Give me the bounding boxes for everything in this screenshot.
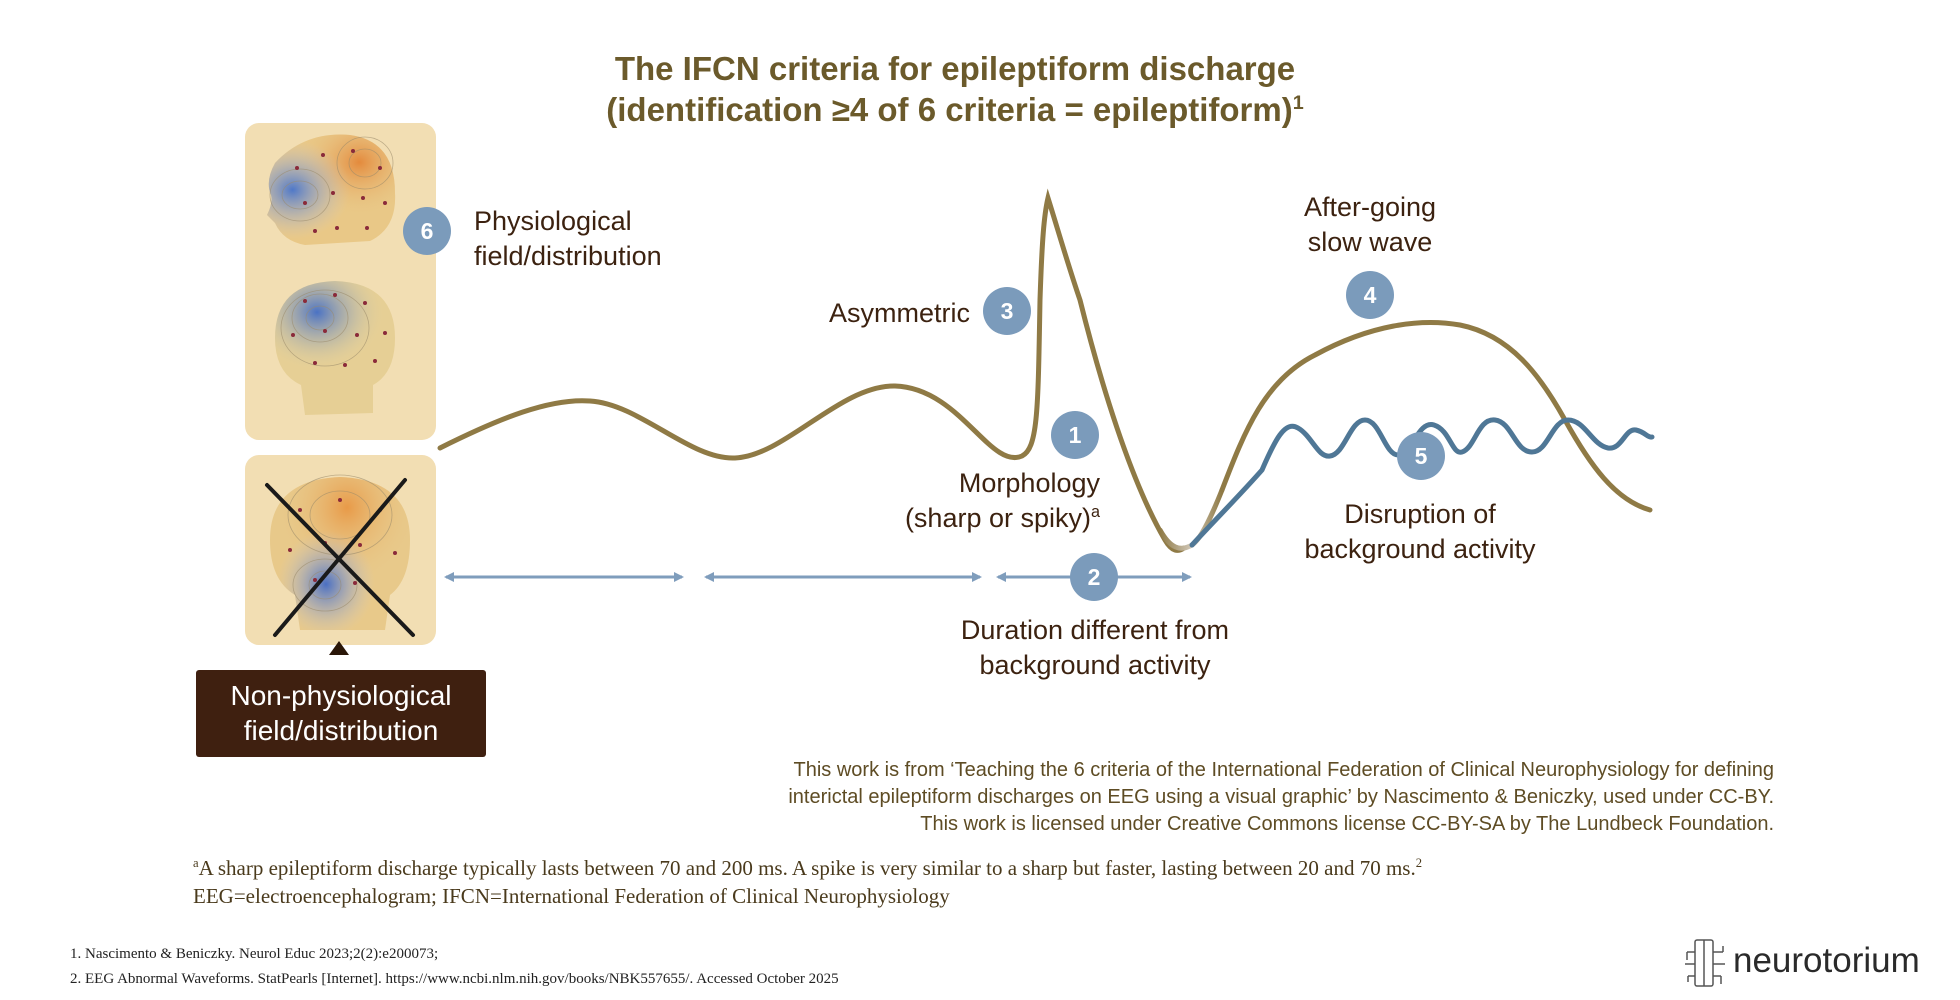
non-physiological-box: Non-physiological field/distribution xyxy=(196,670,486,757)
criterion-5-label: Disruption of background activity xyxy=(1270,497,1570,567)
credit-line-3: This work is licensed under Creative Com… xyxy=(920,813,1774,835)
non-physiological-line-2: field/distribution xyxy=(243,715,439,746)
slow-wave-gold xyxy=(1219,320,1653,513)
reference-2: 2. EEG Abnormal Waveforms. StatPearls [I… xyxy=(70,971,839,987)
physiological-heads-card xyxy=(245,123,436,440)
title-line-1: The IFCN criteria for epileptiform disch… xyxy=(614,50,1296,87)
title-line-2-text: (identification ≥4 of 6 criteria = epile… xyxy=(606,91,1293,128)
neurotorium-logo-icon xyxy=(1683,938,1727,988)
criterion-1-line-2: (sharp or spiky)a xyxy=(840,501,1100,536)
criterion-5-line-1: Disruption of xyxy=(1344,499,1496,529)
non-physiological-head-illustration xyxy=(265,474,415,637)
disrupted-background-wave-blue xyxy=(1189,417,1655,548)
criterion-6-badge: 6 xyxy=(403,207,451,255)
footnote-a: aA sharp epileptiform discharge typicall… xyxy=(193,854,1693,882)
criterion-4-line-2: slow wave xyxy=(1307,227,1433,257)
criterion-1-label: Morphology (sharp or spiky)a xyxy=(840,466,1100,536)
title-line-2: (identification ≥4 of 6 criteria = epile… xyxy=(0,89,1910,130)
criterion-1-superscript: a xyxy=(1090,503,1100,521)
criterion-1-badge: 1 xyxy=(1051,411,1099,459)
criterion-4-badge: 4 xyxy=(1346,271,1394,319)
criterion-2-line-2: background activity xyxy=(979,650,1211,680)
criterion-3-badge: 3 xyxy=(983,287,1031,335)
credit-text: This work is from ‘Teaching the 6 criter… xyxy=(560,757,1774,838)
head-side-view xyxy=(267,134,396,245)
head-back-view xyxy=(275,281,395,415)
criterion-6-line-1: Physiological xyxy=(474,206,632,236)
criterion-2-label: Duration different from background activ… xyxy=(930,613,1260,683)
criterion-5-badge: 5 xyxy=(1397,432,1445,480)
footnote-abbreviations: EEG=electroencephalogram; IFCN=Internati… xyxy=(193,884,950,908)
criterion-3-label: Asymmetric xyxy=(829,298,970,328)
references: 1. Nascimento & Beniczky. Neurol Educ 20… xyxy=(70,942,1270,992)
cross-out-icon xyxy=(265,478,415,637)
criterion-6-line-2: field/distribution xyxy=(474,241,662,271)
neurotorium-logo-text: neurotorium xyxy=(1733,941,1920,980)
credit-line-1: This work is from ‘Teaching the 6 criter… xyxy=(793,759,1775,781)
criterion-2-badge: 2 xyxy=(1070,553,1118,601)
criterion-1-line-2-text: (sharp or spiky) xyxy=(904,503,1091,533)
footnote-a-ref: 2 xyxy=(1415,856,1422,870)
spike-trough xyxy=(1157,487,1225,551)
non-physiological-line-1: Non-physiological xyxy=(230,680,452,711)
criterion-4-line-1: After-going xyxy=(1303,192,1437,222)
footnote-a-text: A sharp epileptiform discharge typically… xyxy=(198,856,1416,880)
criterion-1-line-1: Morphology xyxy=(958,468,1100,498)
non-physiological-head-card xyxy=(245,455,436,645)
criterion-6-label: Physiological field/distribution xyxy=(474,204,662,274)
title-superscript: 1 xyxy=(1292,92,1304,114)
pointer-triangle-icon xyxy=(329,641,349,655)
background-wave-gold xyxy=(437,188,1187,553)
criterion-2-line-1: Duration different from xyxy=(960,615,1230,645)
criterion-4-label: After-going slow wave xyxy=(1270,190,1470,260)
physiological-heads-illustration xyxy=(267,134,396,415)
footnote-a-marker: a xyxy=(193,856,199,870)
criterion-5-line-2: background activity xyxy=(1304,534,1536,564)
reference-1: 1. Nascimento & Beniczky. Neurol Educ 20… xyxy=(70,946,439,962)
credit-line-2: interictal epileptiform discharges on EE… xyxy=(788,786,1774,808)
